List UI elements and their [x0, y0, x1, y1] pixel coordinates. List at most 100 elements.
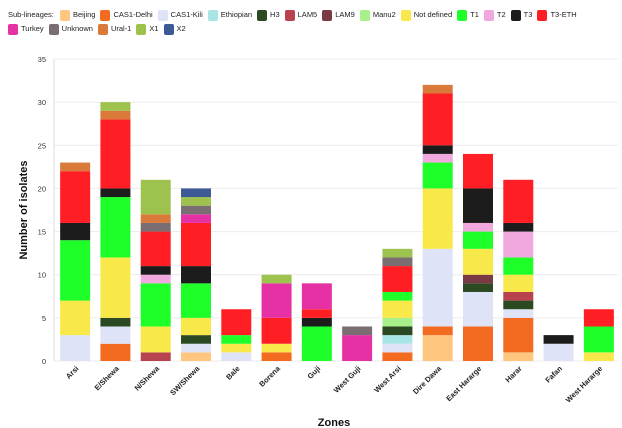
bar-segment-t3-eth: [463, 153, 493, 189]
y-tick-label: 20: [38, 184, 46, 193]
bar-segment-h3: [463, 283, 493, 292]
bar-segment-x2: [181, 188, 211, 198]
bar-segment-not-defined: [583, 352, 614, 361]
bar-segment-t3: [301, 317, 332, 327]
bar-segment-t2: [140, 274, 171, 284]
y-tick-label: 25: [38, 141, 46, 150]
legend-swatch: [483, 9, 494, 21]
bar-fafan: [543, 335, 574, 361]
legend-label: Ural-1: [110, 24, 132, 34]
bar-segment-t3-eth: [60, 171, 91, 223]
bar-dire-dawa: [422, 84, 453, 361]
legend-item-unknown: Unknown: [48, 22, 93, 36]
legend-swatch: [136, 23, 147, 35]
legend-title: Sub-lineages:: [8, 10, 54, 19]
legend-swatch: [97, 23, 108, 35]
bar-segment-cas1-kili: [221, 352, 252, 361]
bar-segment-turkey: [342, 335, 373, 361]
legend-swatch: [322, 9, 333, 21]
bar-segment-lam5: [140, 352, 171, 361]
legend-swatch: [537, 9, 548, 21]
x-tick-label: Fafan: [543, 364, 564, 385]
bar-segment-cas1-kili: [503, 309, 534, 318]
bar-segment-cas1-kili: [382, 343, 413, 353]
bar-segment-unknown: [382, 257, 413, 267]
legend-item-ethiopian: Ethiopian: [207, 8, 253, 22]
x-tick-label: Harar: [503, 364, 523, 384]
bar-segment-cas1-delhi: [463, 326, 493, 361]
bar-arsi: [60, 162, 91, 361]
legend-label: CAS1-Kili: [170, 10, 203, 20]
bar-segment-not-defined: [100, 257, 131, 318]
bar-segment-t1: [140, 283, 171, 327]
x-tick-label: West Guji: [332, 364, 363, 395]
bar-segment-t3-eth: [261, 317, 292, 344]
bar-segment-unknown: [140, 222, 171, 232]
legend: Sub-lineages: Beijing CAS1-Delhi CAS1-Kili…: [8, 8, 618, 36]
legend-swatch: [400, 9, 411, 21]
legend-item-cas1-delhi: CAS1-Delhi: [100, 8, 153, 22]
bar-segment-cas1-delhi: [382, 352, 413, 361]
bar-harar: [503, 179, 534, 361]
bar-segment-h3: [382, 326, 413, 336]
legend-item-h3: H3: [257, 8, 280, 22]
legend-label: X1: [149, 24, 159, 34]
legend-label: LAM9: [335, 10, 355, 20]
bar-segment-not-defined: [221, 343, 252, 353]
legend-item-turkey: Turkey: [8, 22, 44, 36]
bar-segment-t3: [181, 266, 211, 284]
bar-segment-t3-eth: [221, 309, 252, 336]
x-tick-label: E/Shewa: [93, 363, 122, 392]
legend-item-t3-eth: T3-ETH: [537, 8, 577, 22]
legend-swatch: [359, 9, 370, 21]
legend-label: T3-ETH: [550, 10, 577, 20]
bar-segment-not-defined: [181, 317, 211, 336]
bar-segment-t2: [422, 153, 453, 163]
bar-segment-ethiopian: [382, 335, 413, 344]
legend-label: H3: [270, 10, 280, 20]
bar-segment-turkey: [181, 214, 211, 223]
x-tick-label: Arsi: [64, 364, 81, 381]
y-axis-ticks: 0 5 10 15 20 25 30 35: [38, 55, 46, 366]
bar-segment-cas1-delhi: [261, 352, 292, 361]
bar-segment-t1: [503, 257, 534, 275]
legend-swatch: [48, 23, 59, 35]
legend-label: Ethiopian: [220, 10, 253, 20]
bar-n-shewa: [140, 179, 171, 361]
bar-segment-not-defined: [463, 248, 493, 275]
y-tick-label: 15: [38, 228, 46, 237]
legend-label: Turkey: [21, 24, 44, 34]
bar-segment-cas1-kili: [60, 335, 91, 361]
bar-segment-not-defined: [382, 300, 413, 318]
legend-swatch: [207, 9, 218, 21]
legend-swatch: [510, 9, 521, 21]
bar-segment-x1: [382, 248, 413, 258]
bar-segment-not-defined: [60, 300, 91, 336]
legend-label: X2: [176, 24, 186, 34]
bar-borena: [261, 274, 292, 361]
bar-segment-not-defined: [261, 343, 292, 353]
legend-swatch: [157, 9, 168, 21]
bar-segment-lam5: [503, 291, 534, 301]
legend-item-not-defined: Not defined: [400, 8, 452, 22]
bar-segment-t3-eth: [422, 93, 453, 146]
bar-segment-ural-1: [60, 162, 91, 172]
bar-segment-t1: [181, 283, 211, 318]
legend-label: T2: [496, 10, 506, 20]
bar-segment-cas1-kili: [181, 343, 211, 353]
legend-label: CAS1-Delhi: [113, 10, 153, 20]
bar-segment-x1: [181, 197, 211, 206]
x-tick-label: N/Shewa: [133, 363, 162, 392]
bar-segment-t3: [100, 188, 131, 198]
legend-label: Beijing: [72, 10, 96, 20]
bar-segment-cas1-kili: [463, 291, 493, 327]
bar-segment-manu2: [382, 317, 413, 327]
x-tick-label: Dire Dawa: [411, 363, 444, 396]
bar-segment-t1: [382, 291, 413, 301]
bar-segment-cas1-kili: [543, 343, 574, 361]
bar-segment-beijing: [422, 335, 453, 361]
bar-west-hararge: [583, 309, 614, 361]
bar-west-arsi: [382, 248, 413, 361]
bar-segment-ural-1: [100, 110, 131, 120]
bar-segment-t1: [583, 326, 614, 353]
